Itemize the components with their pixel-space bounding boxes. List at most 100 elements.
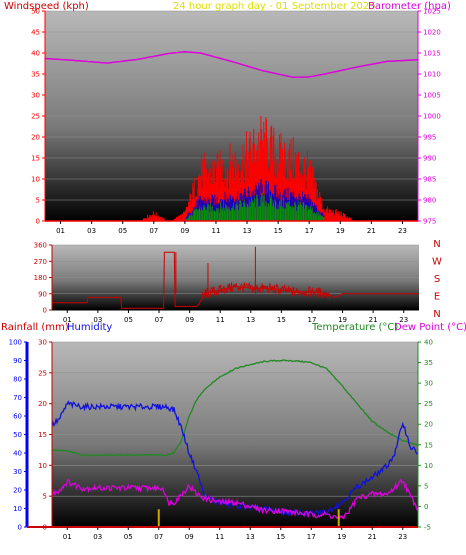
y-tick-label: 90 <box>38 290 47 298</box>
x-tick-label: 07 <box>149 227 158 235</box>
x-tick-label: 23 <box>398 533 407 541</box>
x-tick-label: 19 <box>338 316 347 324</box>
wind-baro-axes: 0510152025303540455097598098599099510001… <box>31 8 441 236</box>
dewpoint-line <box>51 478 419 520</box>
y2-tick-label: 990 <box>423 155 436 163</box>
y-tick-label: 50 <box>31 8 40 16</box>
compass-label: N <box>433 309 440 320</box>
y2-tick-label: 1020 <box>423 29 441 37</box>
y2-tick-label: 1015 <box>423 50 441 58</box>
wind-direction-variation <box>201 282 331 300</box>
dewpoint-axis-title: Dew Point (°C) <box>394 322 466 333</box>
dewpoint-series <box>51 478 419 520</box>
temperature-series <box>51 359 419 457</box>
compass-label: W <box>432 257 442 268</box>
x-tick-label: 13 <box>246 316 255 324</box>
x-tick-label: 03 <box>87 227 96 235</box>
x-tick-label: 13 <box>246 533 255 541</box>
rain-tick-label: 60 <box>13 413 22 421</box>
x-tick-label: 21 <box>368 533 377 541</box>
y2-tick-label: 980 <box>423 197 436 205</box>
rain-tick-label: 80 <box>13 376 22 384</box>
y-tick-label: 15 <box>31 155 40 163</box>
rain-tick-label: 70 <box>13 394 22 402</box>
temp-tick-label: 10 <box>424 462 433 470</box>
x-tick-label: 09 <box>180 227 189 235</box>
humidity-tick-label: 5 <box>43 493 47 501</box>
x-tick-label: 23 <box>399 316 408 324</box>
y-tick-label: 30 <box>31 92 40 100</box>
y-tick-label: 40 <box>31 50 40 58</box>
x-tick-label: 07 <box>154 533 163 541</box>
rainfall-axis-title: Rainfall (mm) <box>1 322 69 333</box>
y-tick-label: 0 <box>36 218 40 226</box>
temperature-axis-title: Temperature (°C) <box>311 322 398 333</box>
x-tick-label: 11 <box>211 227 220 235</box>
temp-humidity-axes: 0102030405060708090100051015202530-50510… <box>9 339 433 542</box>
rain-tick-label: 40 <box>13 450 22 458</box>
x-tick-label: 15 <box>274 227 283 235</box>
y2-tick-label: 1025 <box>423 8 441 16</box>
x-tick-label: 21 <box>369 316 378 324</box>
x-tick-label: 15 <box>276 533 285 541</box>
x-tick-label: 09 <box>185 316 194 324</box>
wind-direction-line <box>52 251 419 309</box>
rain-tick-label: 0 <box>18 524 22 532</box>
temp-tick-label: 35 <box>424 359 433 367</box>
x-tick-label: 03 <box>93 533 102 541</box>
humidity-tick-label: 10 <box>38 462 47 470</box>
temp-tick-label: 40 <box>424 339 433 347</box>
x-tick-label: 09 <box>185 533 194 541</box>
x-tick-label: 03 <box>93 316 102 324</box>
wind-direction-series <box>52 246 419 309</box>
y2-tick-label: 975 <box>423 218 436 226</box>
y-tick-label: 270 <box>34 258 47 266</box>
direction-axes: 0 90 180 270 360 01 03 05 07 09 11 13 15 17 19 21 23 <box>34 242 419 324</box>
y-tick-label: 0 <box>43 307 47 315</box>
y2-tick-label: 1000 <box>423 113 441 121</box>
y-tick-label: 20 <box>31 134 40 142</box>
y2-tick-label: 1010 <box>423 71 441 79</box>
y-tick-label: 45 <box>31 29 40 37</box>
rain-tick-label: 50 <box>13 431 22 439</box>
x-tick-label: 17 <box>307 533 316 541</box>
y2-tick-label: 985 <box>423 176 436 184</box>
temp-tick-label: 0 <box>424 503 428 511</box>
y-tick-label: 25 <box>31 113 40 121</box>
humidity-axis-title: Humidity <box>67 322 112 333</box>
x-tick-label: 11 <box>216 316 225 324</box>
compass-label: S <box>434 274 440 285</box>
compass-label: E <box>434 292 440 303</box>
barometer-series <box>44 50 419 79</box>
x-tick-label: 01 <box>63 533 72 541</box>
x-tick-label: 05 <box>124 316 133 324</box>
windspeed-axis-title: Windspeed (kph) <box>4 1 89 12</box>
temperature-line <box>51 359 419 457</box>
rain-tick-label: 20 <box>13 487 22 495</box>
x-tick-label: 13 <box>243 227 252 235</box>
temp-tick-label: -5 <box>424 524 431 532</box>
rain-tick-label: 30 <box>13 468 22 476</box>
y-tick-label: 360 <box>34 242 47 250</box>
rainfall-series <box>157 509 340 527</box>
x-tick-label: 21 <box>367 227 376 235</box>
humidity-tick-label: 25 <box>38 369 47 377</box>
temp-tick-label: 15 <box>424 441 433 449</box>
x-tick-label: 23 <box>398 227 407 235</box>
x-tick-label: 15 <box>277 316 286 324</box>
y-tick-label: 180 <box>34 274 47 282</box>
temp-tick-label: 30 <box>424 380 433 388</box>
y2-tick-label: 995 <box>423 134 436 142</box>
x-tick-label: 19 <box>336 227 345 235</box>
y-tick-label: 10 <box>31 176 40 184</box>
temp-tick-label: 20 <box>424 421 433 429</box>
x-tick-label: 17 <box>305 227 314 235</box>
rain-tick-label: 90 <box>13 357 22 365</box>
x-tick-label: 11 <box>215 533 224 541</box>
windspeed-series <box>142 116 352 221</box>
rain-tick-label: 100 <box>9 339 22 347</box>
rain-tick-label: 10 <box>13 505 22 513</box>
graph-date-title: 24 hour graph day - 01 September 2025 <box>173 1 376 12</box>
